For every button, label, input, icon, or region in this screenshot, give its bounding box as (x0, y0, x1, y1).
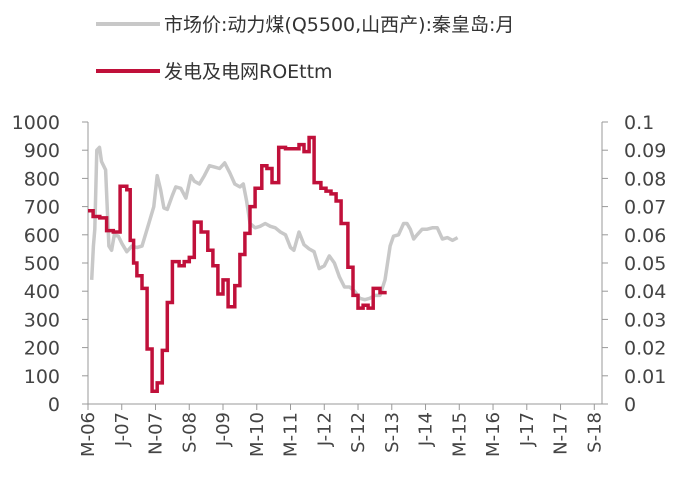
x-tick-label: S-13 (382, 412, 403, 453)
left-tick-label: 800 (24, 168, 60, 190)
left-tick-label: 500 (24, 253, 60, 275)
right-tick-label: 0.03 (624, 309, 666, 331)
x-tick-label: J-17 (517, 412, 538, 447)
left-tick-label: 300 (24, 309, 60, 331)
left-tick-label: 1000 (12, 112, 60, 134)
x-tick-label: S-08 (179, 412, 200, 453)
right-tick-label: 0.08 (624, 168, 666, 190)
right-axis-ticks: 0 0.01 0.02 0.03 0.04 0.05 0.06 0.07 0.08 0.09 0.1 (602, 112, 666, 416)
legend: 市场价:动力煤(Q5500,山西产):秦皇岛:月 发电及电网ROEttm (96, 14, 514, 83)
axes (87, 122, 603, 405)
left-tick-label: 600 (24, 225, 60, 247)
x-tick-label: S-18 (584, 412, 605, 453)
x-tick-label: J-09 (213, 412, 234, 447)
x-tick-label: M-15 (449, 412, 470, 457)
left-tick-label: 700 (24, 197, 60, 219)
left-tick-label: 100 (24, 366, 60, 388)
right-tick-label: 0.02 (624, 338, 666, 360)
right-tick-label: 0.1 (624, 112, 654, 134)
series-layer (88, 135, 459, 394)
left-tick-label: 0 (48, 394, 60, 416)
x-tick-label: M-10 (247, 412, 268, 457)
legend-label-coal-price: 市场价:动力煤(Q5500,山西产):秦皇岛:月 (164, 14, 514, 36)
x-tick-label: J-12 (314, 412, 335, 447)
right-tick-label: 0.04 (624, 281, 666, 303)
left-tick-label: 400 (24, 281, 60, 303)
x-axis-ticks: M-06 J-07 N-07 S-08 J-09 M-10 M-11 J-12 S-12 S-13… (78, 404, 605, 457)
series-line-roe (88, 135, 387, 394)
left-tick-label: 900 (24, 140, 60, 162)
x-tick-label: M-11 (281, 412, 302, 457)
right-tick-label: 0.06 (624, 225, 666, 247)
left-axis-ticks: 0 100 200 300 400 500 600 700 800 900 1000 (12, 112, 88, 416)
legend-label-roe: 发电及电网ROEttm (164, 61, 333, 83)
x-tick-label: J-07 (112, 412, 133, 447)
right-tick-label: 0.07 (624, 197, 666, 219)
right-tick-label: 0.01 (624, 366, 666, 388)
x-tick-label: M-16 (483, 412, 504, 457)
right-tick-label: 0.05 (624, 253, 666, 275)
left-tick-label: 200 (24, 338, 60, 360)
x-tick-label: N-17 (551, 412, 572, 455)
x-tick-label: J-14 (416, 412, 437, 447)
series-line-coal-price (89, 145, 459, 302)
right-tick-label: 0 (624, 394, 636, 416)
x-tick-label: S-12 (348, 412, 369, 453)
x-tick-label: N-07 (146, 412, 167, 455)
x-tick-label: M-06 (78, 412, 99, 457)
right-tick-label: 0.09 (624, 140, 666, 162)
